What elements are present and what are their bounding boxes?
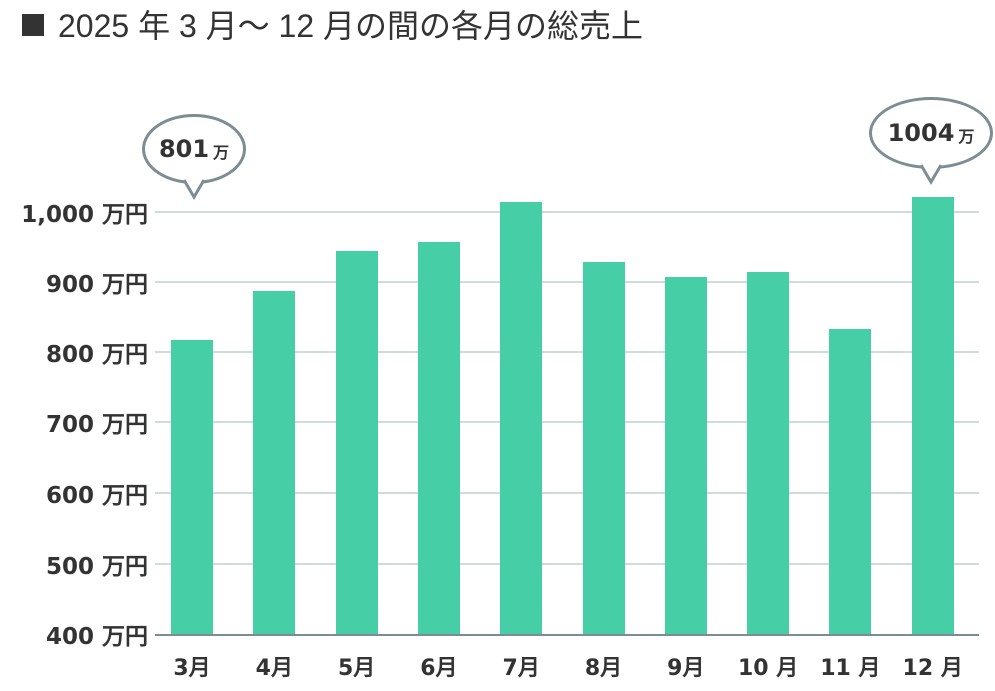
- gridline: [155, 421, 979, 423]
- bar: [500, 202, 543, 634]
- bar: [171, 340, 213, 634]
- x-tick-label: 11 月: [820, 656, 881, 681]
- x-tick-label: 6月: [420, 656, 458, 681]
- gridline: [155, 281, 979, 283]
- callout-last: 1004 万: [869, 97, 993, 169]
- chart-title: 2025 年 3 月〜 12 月の間の各月の総売上: [22, 2, 643, 46]
- y-tick-label: 900 万円: [45, 272, 148, 298]
- y-tick-label: 1,000 万円: [21, 202, 148, 228]
- y-tick-label: 800 万円: [45, 342, 148, 368]
- bar: [911, 197, 954, 634]
- callout-first-tail: [182, 178, 206, 200]
- callout-last-value: 1004: [887, 119, 955, 147]
- y-tick-label: 600 万円: [45, 483, 148, 509]
- callout-first-unit: 万: [213, 143, 230, 162]
- chart-title-text: 2025 年 3 月〜 12 月の間の各月の総売上: [58, 8, 644, 44]
- bar: [417, 241, 460, 634]
- y-tick-label: 500 万円: [45, 554, 148, 580]
- x-axis-line: [155, 634, 979, 636]
- callout-first-value: 801: [158, 135, 210, 163]
- bar: [664, 277, 707, 634]
- bar: [747, 271, 790, 634]
- x-tick-label: 3月: [173, 656, 211, 681]
- x-tick-label: 5月: [337, 656, 376, 681]
- x-tick-label: 9月: [667, 656, 705, 681]
- gridline: [155, 492, 979, 494]
- x-tick-label: 4月: [255, 656, 293, 681]
- square-bullet-icon: [22, 14, 44, 36]
- x-tick-label: 12 月: [902, 656, 963, 681]
- gridline: [155, 563, 979, 565]
- x-tick-label: 10 月: [737, 656, 799, 681]
- x-tick-label: 7月: [502, 656, 540, 681]
- gridline: [155, 351, 979, 353]
- bar: [829, 329, 872, 634]
- callout-first: 801 万: [142, 114, 246, 184]
- gridline: [155, 211, 979, 213]
- callout-last-tail: [919, 163, 943, 185]
- y-tick-label: 400 万円: [45, 624, 148, 650]
- bar: [253, 291, 296, 634]
- y-tick-label: 700 万円: [45, 412, 148, 438]
- x-tick-label: 8月: [584, 656, 623, 681]
- bar: [582, 261, 625, 634]
- callout-last-unit: 万: [958, 127, 975, 146]
- bar: [335, 251, 378, 634]
